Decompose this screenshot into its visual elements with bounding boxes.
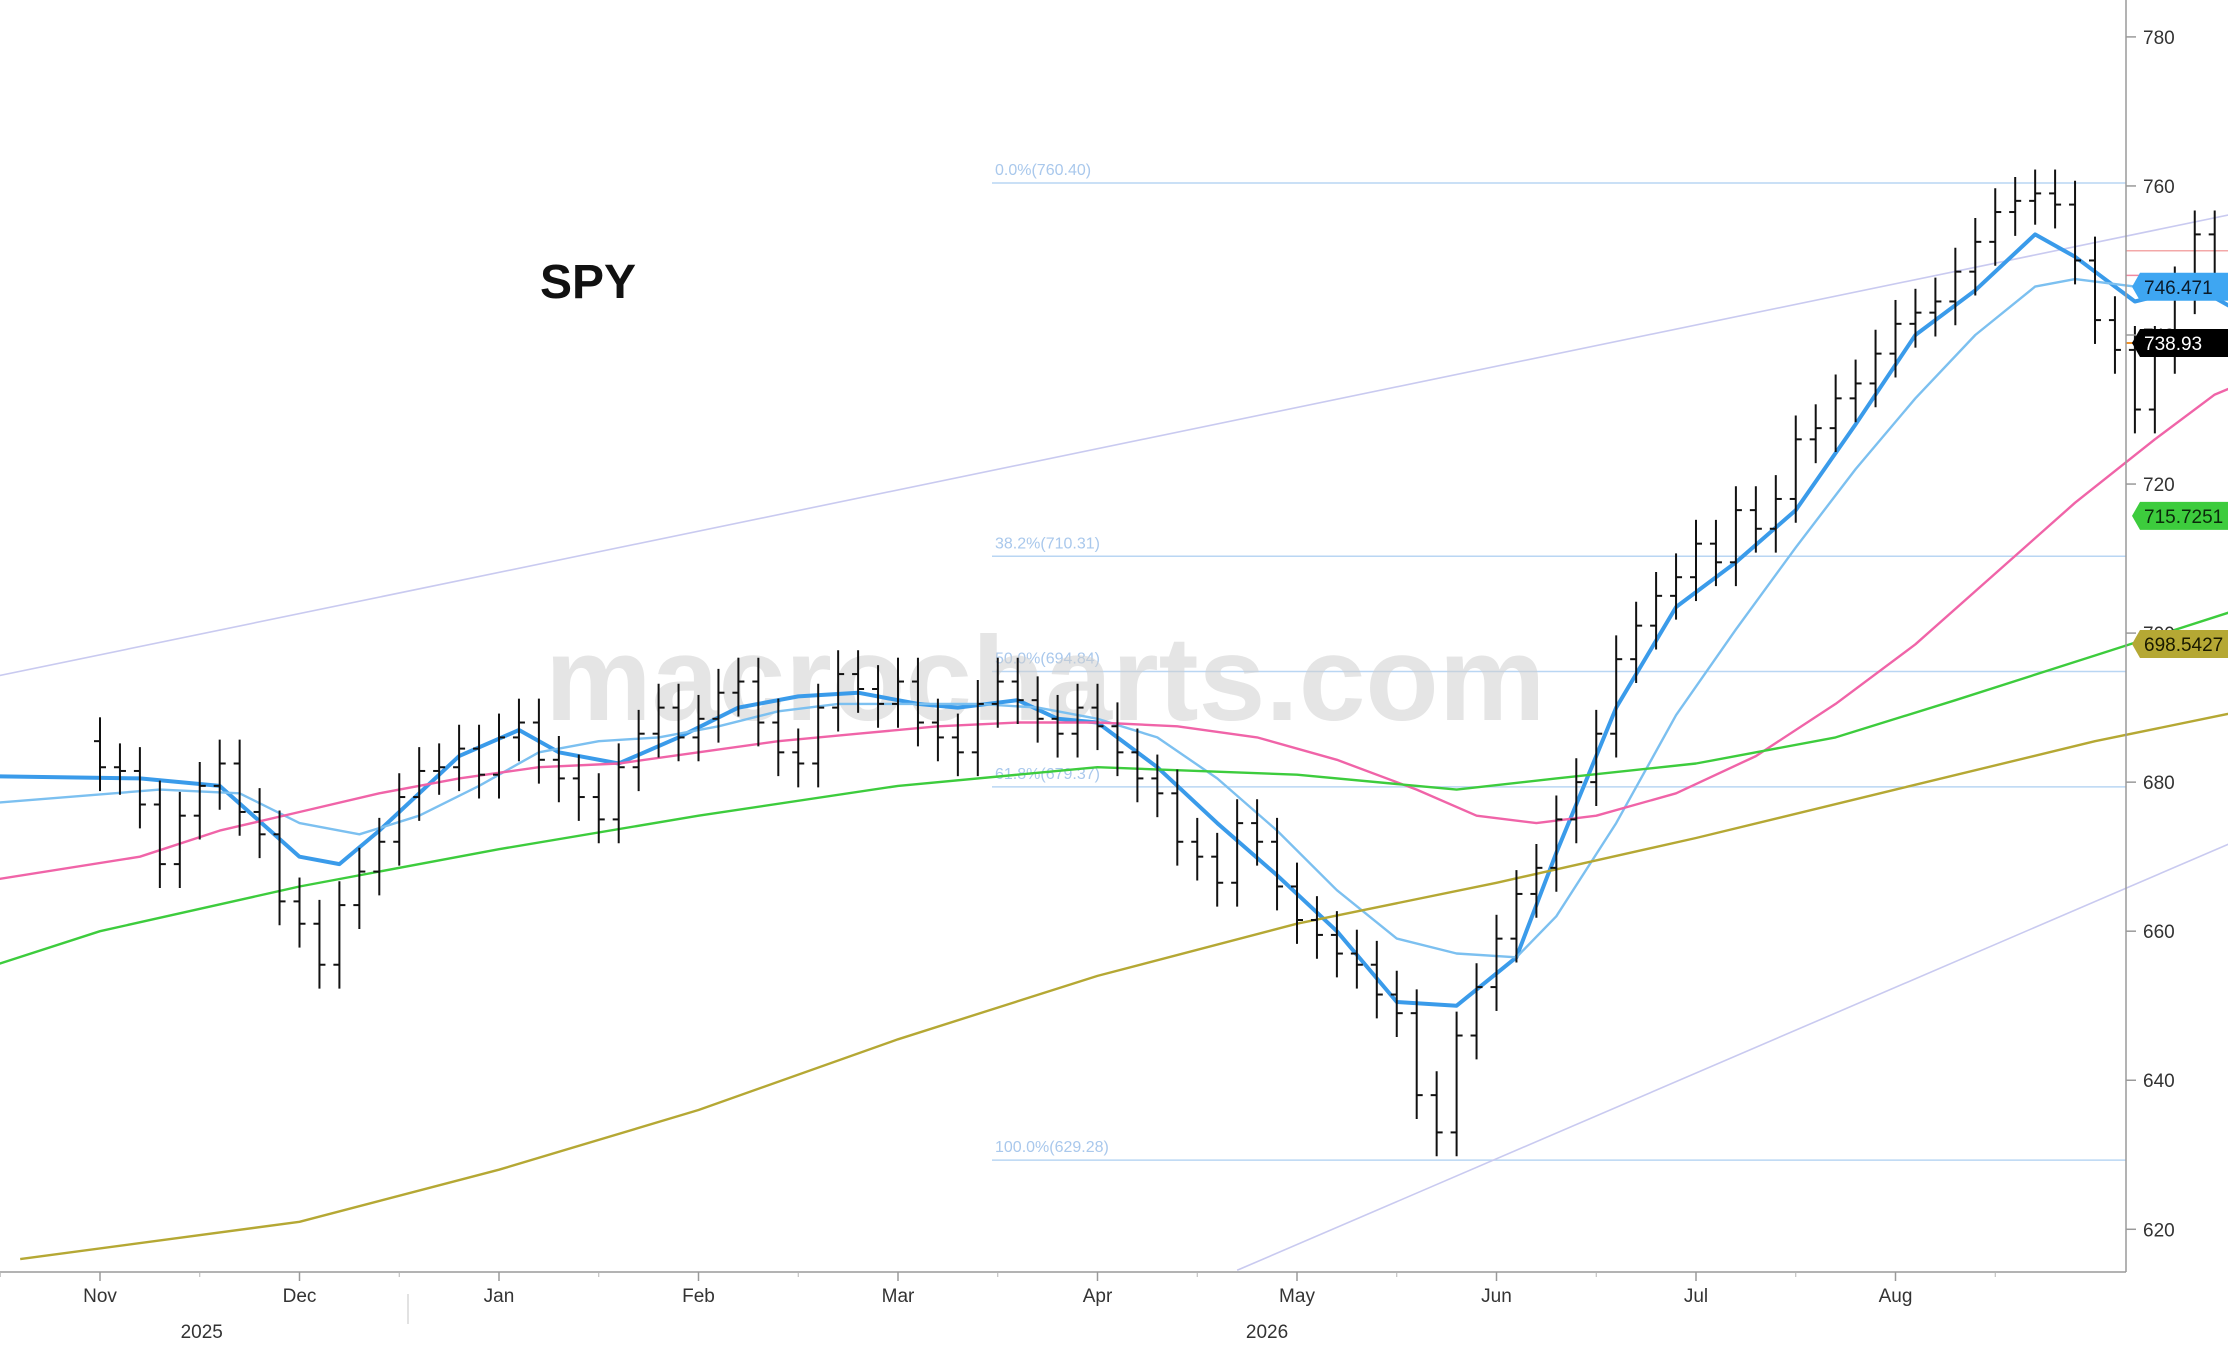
y-tick-label: 660: [2143, 922, 2175, 943]
fib-level-label: 0.0%(760.40): [995, 162, 1091, 179]
x-tick-label: Jun: [1481, 1286, 1512, 1307]
y-tick-label: 780: [2143, 28, 2175, 49]
watermark: macrocharts.com: [545, 612, 1545, 746]
price-tag-label: 698.5427: [2144, 635, 2223, 656]
x-tick-label: Aug: [1879, 1286, 1913, 1307]
x-tick-label: Dec: [283, 1286, 317, 1307]
x-tick-label: Apr: [1083, 1286, 1113, 1307]
x-tick-label: Jul: [1684, 1286, 1708, 1307]
time-axis: Nov Dec Jan Feb Mar Apr May Jun Jul Aug 2025 2026: [0, 1271, 2126, 1343]
moving-average-line: [20, 712, 2228, 1261]
y-tick-label: 680: [2143, 773, 2175, 794]
channel-line: [1236, 843, 2228, 1272]
y-tick-label: 620: [2143, 1220, 2175, 1241]
price-tag-label: 746.471: [2144, 278, 2213, 299]
trend-channel: [0, 214, 2228, 1272]
x-tick-label: Mar: [882, 1286, 915, 1307]
price-axis: 620640660680700720740760780: [2125, 0, 2175, 1272]
fib-level-label: 50.0%(694.84): [995, 651, 1100, 668]
price-tag-box: [2132, 629, 2228, 658]
y-tick-label: 720: [2143, 475, 2175, 496]
year-label: 2026: [1246, 1322, 1288, 1343]
channel-line: [0, 214, 2228, 677]
x-tick-label: Feb: [682, 1286, 715, 1307]
price-tag-box: [2132, 328, 2228, 357]
price-tag-box: [2132, 501, 2228, 530]
year-label: 2025: [181, 1322, 223, 1343]
chart-title: SPY: [540, 256, 636, 309]
price-bars: [94, 169, 2221, 1157]
y-tick-label: 760: [2143, 177, 2175, 198]
moving-average-line: [0, 611, 2228, 965]
y-tick-label: 640: [2143, 1071, 2175, 1092]
price-tag-label: 715.7251: [2144, 507, 2223, 528]
price-tag-box: [2132, 272, 2228, 301]
fib-level-label: 100.0%(629.28): [995, 1139, 1109, 1156]
x-tick-label: Nov: [83, 1286, 117, 1307]
price-tag-label: 738.93: [2144, 334, 2202, 355]
x-tick-label: May: [1279, 1286, 1315, 1307]
price-tags: 746.471 738.93 715.7251 698.5427: [2132, 272, 2228, 658]
x-tick-label: Jan: [484, 1286, 515, 1307]
fib-level-label: 38.2%(710.31): [995, 535, 1100, 552]
